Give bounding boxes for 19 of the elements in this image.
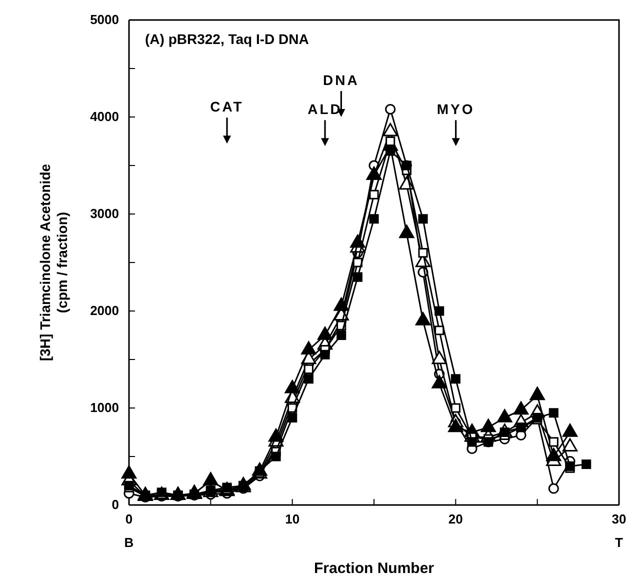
annotation: CAT: [210, 98, 244, 115]
text: T: [615, 535, 624, 550]
y-tick-label: 4000: [90, 109, 119, 124]
x-axis-title: Fraction Number: [314, 560, 434, 577]
x-tick-label: 0: [125, 512, 133, 527]
y-tick-label: 2000: [90, 303, 119, 318]
y-tick-label: 3000: [90, 206, 119, 222]
y-tick-label: 1000: [90, 400, 119, 416]
annotation: DNA: [323, 72, 360, 88]
text: B: [124, 535, 134, 550]
x-tick-label: 20: [448, 512, 463, 527]
x-tick-label: 10: [285, 512, 300, 527]
text: (A) pBR322, Taq I-D DNA: [145, 31, 309, 47]
annotation: MYO: [436, 101, 475, 118]
y-tick-label: 5000: [90, 12, 119, 28]
y-tick-label: 0: [112, 497, 119, 512]
x-tick-label: 30: [612, 512, 626, 527]
y-axis-title: [3H] Triamcinolone Acetonide (cpm / fraction): [37, 164, 70, 362]
annotation: ALD: [308, 101, 342, 118]
